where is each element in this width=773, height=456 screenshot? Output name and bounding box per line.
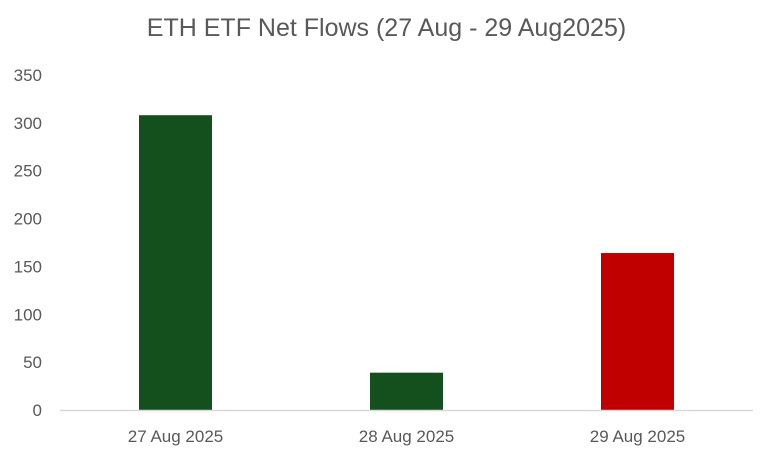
bar xyxy=(370,372,443,410)
x-tick-label: 28 Aug 2025 xyxy=(359,427,454,446)
chart-title: ETH ETF Net Flows (27 Aug - 29 Aug2025) xyxy=(146,14,627,42)
y-tick-label: 250 xyxy=(14,162,42,181)
bar xyxy=(601,253,674,410)
x-tick-label: 27 Aug 2025 xyxy=(128,427,223,446)
y-tick-label: 350 xyxy=(14,66,42,85)
x-tick-label: 29 Aug 2025 xyxy=(590,427,685,446)
bar xyxy=(139,115,212,410)
y-tick-label: 50 xyxy=(23,353,42,372)
y-tick-label: 200 xyxy=(14,210,42,229)
y-tick-label: 150 xyxy=(14,257,42,276)
y-tick-label: 300 xyxy=(14,114,42,133)
y-tick-label: 100 xyxy=(14,305,42,324)
y-tick-label: 0 xyxy=(33,401,42,420)
